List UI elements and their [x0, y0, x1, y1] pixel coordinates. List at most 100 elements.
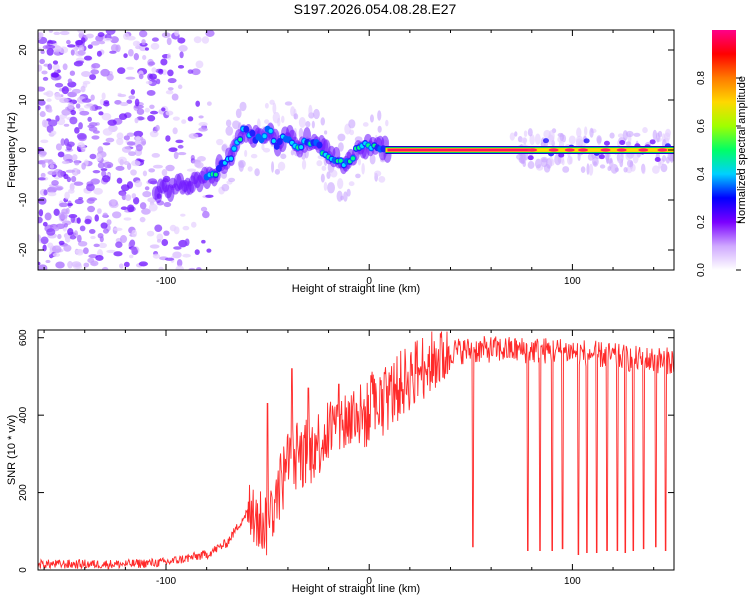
- spectrogram-noise-blob: [527, 128, 533, 137]
- spectrogram-noise-blob: [77, 240, 88, 247]
- spectrogram-noise-blob: [100, 222, 108, 229]
- spectrogram-noise-blob: [119, 102, 129, 107]
- spectrogram-noise-blob: [166, 53, 172, 60]
- spectrogram-noise-blob: [290, 106, 296, 117]
- spectrogram-noise-blob: [179, 51, 184, 59]
- tone-band-core: [657, 148, 668, 152]
- spectrogram-noise-blob: [39, 58, 46, 64]
- spectrogram-noise-blob: [69, 70, 76, 76]
- spectrogram-noise-blob: [177, 151, 187, 156]
- spectrogram-noise-blob: [41, 119, 47, 128]
- spectrogram-noise-blob: [90, 94, 95, 101]
- spectrogram-noise-blob: [337, 178, 344, 190]
- spectrogram-noise-blob: [69, 235, 77, 240]
- spectrogram-noise-blob: [177, 84, 183, 90]
- spectrogram-noise-blob: [165, 110, 174, 116]
- spectrogram-noise-blob: [131, 160, 141, 167]
- spectrogram-noise-blob: [94, 214, 99, 222]
- spectrogram-noise-blob: [144, 107, 150, 113]
- spectrogram-trace-peak: [213, 172, 218, 177]
- spectrogram-noise-blob: [70, 215, 76, 223]
- spectrogram-noise-blob: [40, 139, 49, 144]
- spectrogram-noise-blob: [50, 72, 59, 78]
- spectrogram-noise-blob: [126, 204, 135, 213]
- spectrogram-noise-blob: [57, 234, 62, 240]
- spectrogram-noise-blob: [527, 161, 535, 169]
- spectrogram-noise-blob: [47, 186, 57, 194]
- spectrogram-noise-blob: [65, 169, 76, 173]
- spectrogram-noise-blob: [156, 239, 162, 243]
- spectrogram-noise-blob: [116, 132, 124, 140]
- spectrogram-noise-blob: [187, 69, 194, 74]
- spectrogram-noise-blob: [133, 130, 144, 138]
- spectrogram-trace-peak: [222, 160, 227, 165]
- colorbar: 0.0 0.2 0.4 0.6 0.8 Normalized spectral ampl…: [696, 30, 748, 277]
- spectrogram-noise-blob: [88, 229, 96, 234]
- spectrogram-noise-blob: [172, 116, 180, 121]
- spectrogram-noise-blob: [63, 123, 70, 127]
- spectrogram-noise-blob: [150, 42, 160, 50]
- spectrogram-noise-blob: [101, 112, 112, 121]
- spectrogram-trace-core: [249, 129, 256, 137]
- spectrogram-noise-blob: [316, 160, 323, 167]
- spectrogram-noise-blob: [271, 161, 275, 173]
- spectrogram-noise-blob: [161, 169, 168, 177]
- spectrogram-noise-blob: [164, 257, 175, 261]
- spectrogram-noise-blob: [71, 167, 80, 176]
- spectrogram-noise-blob: [138, 30, 148, 38]
- spectrogram-noise-blob: [632, 151, 639, 164]
- spectrogram-noise-blob: [55, 143, 62, 151]
- spectrogram-noise-blob: [166, 37, 172, 46]
- spectrogram-noise-blob: [42, 221, 48, 227]
- spectrogram-noise-blob: [194, 249, 200, 255]
- spectrogram-noise-blob: [49, 254, 54, 258]
- spectrogram-noise-blob: [348, 119, 356, 129]
- spectrogram-noise-blob: [128, 48, 134, 57]
- spectrogram-noise-blob: [158, 68, 164, 75]
- spectrogram-noise-blob: [509, 132, 515, 141]
- spectrogram-noise-blob: [105, 137, 115, 143]
- spectrogram-noise-blob: [377, 125, 382, 133]
- spectrogram-noise-blob: [355, 173, 361, 179]
- spectrogram-noise-blob: [41, 70, 48, 75]
- spectrogram-noise-blob: [89, 74, 97, 80]
- spectrogram-noise-blob: [73, 181, 84, 186]
- spectrogram-noise-blob: [139, 216, 146, 223]
- spectrogram-noise-blob: [102, 37, 113, 42]
- spectrogram-noise-blob: [40, 236, 49, 245]
- spectrogram-noise-blob: [200, 206, 208, 212]
- spectrogram-noise-blob: [326, 171, 331, 180]
- spectrogram-noise-blob: [156, 233, 164, 241]
- spectrogram-ylabel: Frequency (Hz): [6, 112, 18, 188]
- spectrogram-sideband: [649, 139, 656, 145]
- spectrogram-noise-blob: [174, 30, 180, 37]
- spectrogram-noise-blob: [109, 50, 117, 54]
- colorbar-tick-label: 0.0: [696, 263, 707, 277]
- spectrogram-noise-blob: [52, 60, 59, 65]
- spectrogram-noise-blob: [66, 176, 72, 183]
- spectrogram-noise-blob: [89, 153, 97, 160]
- spectrogram-noise-blob: [320, 117, 325, 126]
- spectrogram-noise-blob: [40, 172, 46, 178]
- spectrogram-noise-blob: [75, 39, 84, 46]
- spectrogram-noise-blob: [50, 130, 57, 136]
- spectrogram-noise-blob: [117, 67, 126, 75]
- spectrogram-noise-blob: [98, 111, 104, 116]
- spectrogram-noise-blob: [652, 165, 660, 174]
- tone-band-core: [616, 148, 627, 152]
- spectrogram-noise-blob: [378, 176, 386, 183]
- colorbar-tick-label: 0.4: [696, 167, 707, 181]
- spectrogram-noise-blob: [340, 195, 344, 201]
- spectrogram-noise-blob: [641, 165, 646, 175]
- spectrogram-noise-blob: [39, 150, 47, 156]
- spectrogram-noise-blob: [90, 69, 100, 75]
- spectrogram-noise-blob: [52, 252, 61, 257]
- spectrogram-noise-blob: [110, 36, 119, 44]
- spectrogram-noise-blob: [369, 154, 376, 165]
- spectrogram-noise-blob: [261, 144, 265, 151]
- spectrogram-noise-blob: [63, 244, 72, 252]
- spectrogram-noise-blob: [201, 36, 210, 44]
- snr-series-line: [38, 331, 674, 570]
- spectrogram-noise-blob: [177, 144, 184, 149]
- spectrogram-noise-blob: [88, 122, 98, 127]
